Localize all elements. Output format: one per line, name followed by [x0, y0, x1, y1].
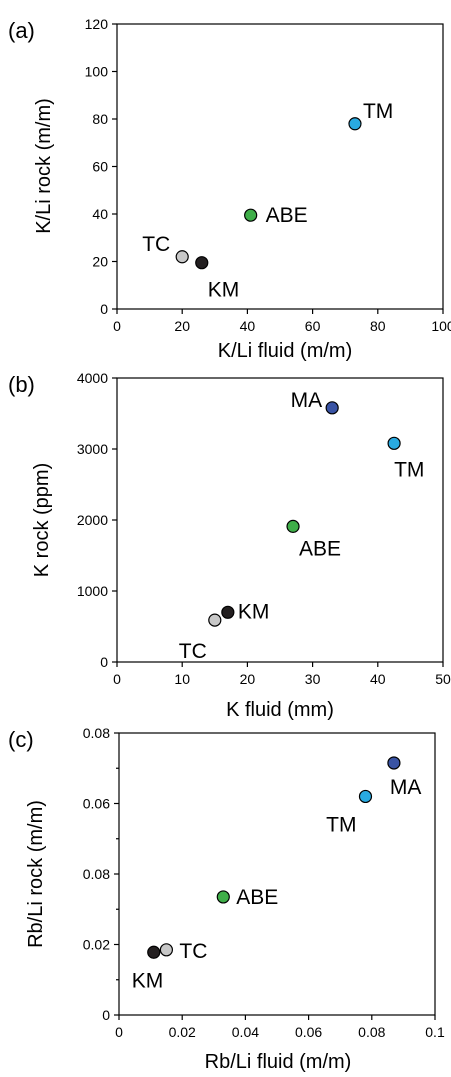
y-tick-label: 0.06 — [83, 796, 110, 812]
point-label-km: KM — [132, 969, 164, 992]
data-point-tc — [208, 613, 222, 627]
point-label-tc: TC — [179, 940, 207, 963]
panel-label: (b) — [8, 372, 35, 397]
x-tick-label: 20 — [240, 671, 256, 687]
y-tick-label: 120 — [85, 16, 109, 32]
point-label-abe: ABE — [299, 537, 341, 560]
point-label-km: KM — [238, 600, 270, 623]
data-point-abe — [216, 890, 230, 904]
x-tick-label: 30 — [305, 671, 321, 687]
point-label-tm: TM — [363, 100, 393, 123]
point-label-abe: ABE — [266, 204, 308, 227]
point-label-ma: MA — [291, 389, 323, 412]
x-tick-label: 0.08 — [358, 1024, 385, 1040]
x-tick-label: 40 — [370, 671, 386, 687]
y-tick-label: 80 — [92, 111, 108, 127]
y-tick-label: 4000 — [77, 370, 108, 386]
data-point-tm — [358, 789, 373, 804]
y-tick-label: 3000 — [77, 441, 108, 457]
y-tick-label: 1000 — [77, 583, 108, 599]
y-axis-title: K rock (ppm) — [31, 463, 53, 577]
y-tick-label: 20 — [92, 254, 108, 270]
point-label-tm: TM — [394, 458, 424, 481]
y-tick-label: 60 — [92, 159, 108, 175]
y-tick-label: 0.08 — [83, 866, 110, 882]
data-point-abe — [244, 208, 258, 222]
x-tick-label: 0.06 — [295, 1024, 322, 1040]
data-point-tc — [175, 250, 189, 264]
data-point-ma — [325, 401, 339, 415]
point-label-tc: TC — [142, 233, 170, 256]
y-tick-label: 0.08 — [83, 725, 110, 741]
x-tick-label: 80 — [370, 318, 386, 334]
x-tick-label: 100 — [431, 318, 451, 334]
data-point-km — [147, 945, 161, 959]
x-tick-label: 10 — [174, 671, 190, 687]
plot-frame-3 — [118, 732, 436, 1016]
y-tick-label: 100 — [85, 64, 109, 80]
x-tick-label: 0.02 — [169, 1024, 196, 1040]
x-tick-label: 0.04 — [232, 1024, 259, 1040]
y-tick-label: 0.02 — [83, 937, 110, 953]
x-tick-label: 50 — [435, 671, 451, 687]
y-tick-label: 0 — [100, 654, 108, 670]
data-point-km — [221, 605, 235, 619]
plot-frame-1 — [116, 23, 444, 310]
data-point-abe — [286, 519, 300, 533]
point-label-abe: ABE — [236, 886, 278, 909]
data-point-tm — [348, 117, 362, 131]
y-axis-title: Rb/Li rock (m/m) — [25, 800, 47, 948]
y-tick-label: 0 — [102, 1007, 110, 1023]
x-tick-label: 40 — [240, 318, 256, 334]
y-tick-label: 2000 — [77, 512, 108, 528]
point-label-tc: TC — [179, 640, 207, 663]
y-axis-title: K/Li rock (m/m) — [33, 98, 55, 234]
data-point-km — [195, 256, 209, 270]
x-tick-label: 60 — [305, 318, 321, 334]
x-tick-label: 0 — [113, 671, 121, 687]
data-point-ma — [387, 756, 401, 770]
panel-label: (c) — [8, 727, 34, 752]
x-tick-label: 20 — [174, 318, 190, 334]
x-axis-title: K/Li fluid (m/m) — [218, 340, 352, 362]
x-axis-title: Rb/Li fluid (m/m) — [205, 1051, 352, 1073]
panel-label: (a) — [8, 18, 35, 43]
plot-frame-2 — [116, 377, 444, 663]
point-label-km: KM — [208, 279, 240, 302]
x-axis-title: K fluid (mm) — [226, 699, 334, 721]
x-tick-label: 0.1 — [425, 1024, 445, 1040]
x-tick-label: 0 — [113, 318, 121, 334]
data-point-tm — [387, 436, 401, 450]
point-label-tm: TM — [326, 813, 356, 836]
x-tick-label: 0 — [115, 1024, 123, 1040]
y-tick-label: 0 — [100, 301, 108, 317]
y-tick-label: 40 — [92, 206, 108, 222]
point-label-ma: MA — [390, 776, 422, 799]
data-point-tc — [159, 943, 173, 957]
